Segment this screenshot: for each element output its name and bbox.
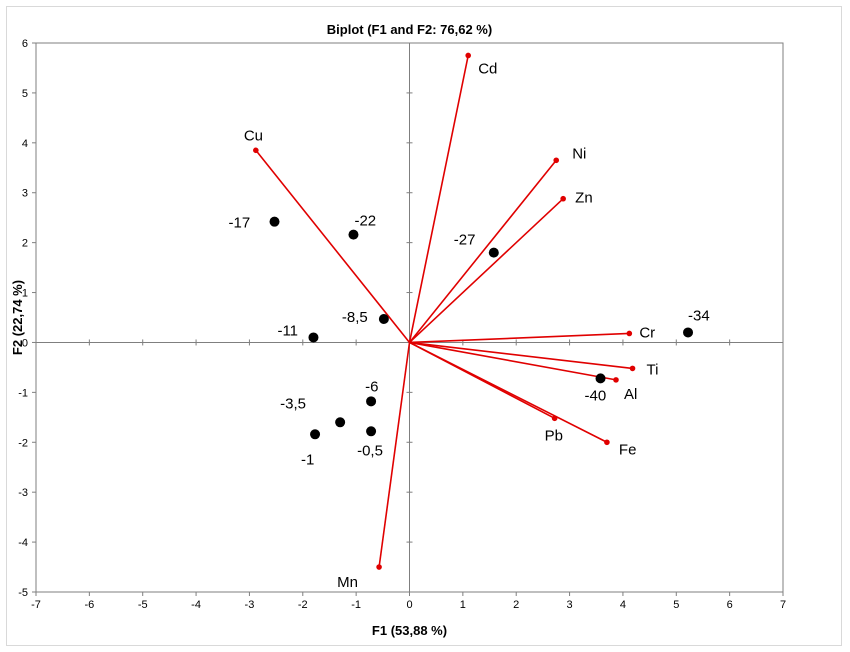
y-tick-label: 1 bbox=[22, 288, 28, 300]
axes: -7 -6 -5 -4 -3 -2 -1 0 1 2 3 4 5 6 7 -5 -4 -3 -2 -1 0 1 2 3 4 5 6 bbox=[18, 38, 786, 611]
variable-label-ti: Ti bbox=[647, 361, 659, 378]
observation-point bbox=[269, 216, 280, 227]
observation-points: -17 -22 -27 -8,5 -11 -34 -40 -6 -3,5 -0,5 -1 bbox=[229, 213, 710, 469]
observation-point bbox=[378, 313, 389, 324]
observation-label: -8,5 bbox=[342, 309, 368, 326]
observation-label: -3,5 bbox=[280, 395, 306, 412]
observation-label: -34 bbox=[688, 307, 710, 324]
x-tick-label: -4 bbox=[191, 599, 201, 611]
vector-line-cu bbox=[255, 149, 411, 343]
variable-label-ni: Ni bbox=[572, 145, 586, 162]
observation-label: -22 bbox=[354, 213, 376, 230]
x-tick-label: -7 bbox=[31, 599, 41, 611]
observation-label: -11 bbox=[277, 322, 298, 339]
y-tick-label: -1 bbox=[18, 387, 28, 399]
x-tick-label: 5 bbox=[673, 599, 679, 611]
vector-line-mn bbox=[378, 342, 411, 568]
variable-label-cu: Cu bbox=[244, 127, 263, 144]
observation-point bbox=[348, 229, 359, 240]
observation-label: -27 bbox=[454, 232, 476, 249]
x-tick-label: 1 bbox=[460, 599, 466, 611]
y-axis-title: F2 (22,74 %) bbox=[10, 280, 25, 355]
vector-line-zn bbox=[408, 198, 564, 344]
y-tick-label: 4 bbox=[22, 138, 28, 150]
vector-tip-mn bbox=[376, 564, 382, 570]
vector-line-al bbox=[409, 341, 617, 381]
vector-line-cd bbox=[408, 55, 469, 343]
variable-label-al: Al bbox=[624, 386, 637, 403]
observation-label: -17 bbox=[229, 215, 251, 232]
variable-label-zn: Zn bbox=[575, 190, 593, 207]
observation-label: -6 bbox=[365, 378, 378, 395]
vector-tip-cu bbox=[253, 147, 259, 154]
observation-label: -40 bbox=[585, 387, 607, 404]
observation-label: -0,5 bbox=[357, 442, 383, 459]
x-axis-title: F1 (53,88 %) bbox=[372, 623, 447, 638]
y-tick-label: -2 bbox=[18, 437, 28, 449]
variable-label-mn: Mn bbox=[337, 574, 358, 591]
chart-title: Biplot (F1 and F2: 76,62 %) bbox=[327, 22, 492, 37]
y-tick-label: 5 bbox=[22, 88, 28, 100]
vector-tip-zn bbox=[560, 195, 566, 202]
observation-label: -1 bbox=[301, 451, 314, 468]
observation-point bbox=[310, 429, 321, 440]
vector-line-fe bbox=[409, 341, 608, 443]
x-tick-label: 3 bbox=[567, 599, 573, 611]
y-tick-label: -4 bbox=[18, 537, 28, 549]
variable-label-fe: Fe bbox=[619, 441, 637, 458]
variable-label-cr: Cr bbox=[639, 324, 655, 341]
x-tick-label: 6 bbox=[727, 599, 733, 611]
x-tick-label: 4 bbox=[620, 599, 626, 611]
vector-line-ni bbox=[408, 159, 557, 343]
observation-point bbox=[335, 417, 346, 428]
x-tick-label: 0 bbox=[406, 599, 412, 611]
observation-point bbox=[683, 327, 694, 338]
vector-tip-cd bbox=[465, 52, 471, 59]
vector-tip-al bbox=[613, 377, 619, 383]
vector-tip-ni bbox=[553, 157, 560, 164]
y-tick-label: 6 bbox=[22, 38, 28, 50]
x-tick-label: -5 bbox=[138, 599, 148, 611]
y-tick-label: -5 bbox=[18, 587, 28, 599]
variable-label-pb: Pb bbox=[545, 427, 563, 444]
variable-label-cd: Cd bbox=[478, 60, 497, 77]
observation-point bbox=[366, 426, 377, 437]
observation-point bbox=[308, 332, 319, 343]
chart-container: Biplot (F1 and F2: 76,62 %) -7 -6 -5 -4 -3 -2… bbox=[6, 6, 842, 646]
x-tick-label: 7 bbox=[780, 599, 786, 611]
vector-tip-ti bbox=[629, 365, 636, 372]
x-tick-label: -2 bbox=[298, 599, 308, 611]
y-tick-label: 3 bbox=[22, 188, 28, 200]
biplot-chart: Biplot (F1 and F2: 76,62 %) -7 -6 -5 -4 -3 -2… bbox=[10, 22, 786, 638]
observation-point bbox=[488, 247, 499, 258]
y-tick-label: 2 bbox=[22, 238, 28, 250]
y-tick-label: 0 bbox=[22, 337, 28, 349]
x-tick-label: 2 bbox=[513, 599, 519, 611]
vector-tip-cr bbox=[626, 330, 633, 337]
x-tick-label: -1 bbox=[351, 599, 361, 611]
vector-line-cr bbox=[409, 332, 630, 344]
x-tick-label: -6 bbox=[84, 599, 94, 611]
y-tick-label: -3 bbox=[18, 487, 28, 499]
variable-vectors: Cd Cu Ni Zn Cr Ti Al Pb Fe Mn bbox=[244, 52, 659, 591]
observation-point bbox=[595, 373, 606, 384]
vector-tip-fe bbox=[604, 439, 610, 446]
vector-line-ti bbox=[409, 341, 633, 370]
x-tick-label: -3 bbox=[245, 599, 255, 611]
observation-point bbox=[366, 396, 377, 407]
